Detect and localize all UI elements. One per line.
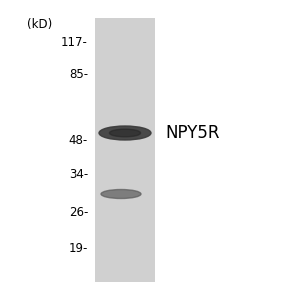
Text: 48-: 48- <box>69 134 88 146</box>
Ellipse shape <box>101 190 141 199</box>
Text: NPY5R: NPY5R <box>165 124 220 142</box>
Ellipse shape <box>99 126 151 140</box>
Text: 117-: 117- <box>61 35 88 49</box>
Text: 34-: 34- <box>69 169 88 182</box>
FancyBboxPatch shape <box>95 18 155 282</box>
Text: 19-: 19- <box>69 242 88 254</box>
Text: 85-: 85- <box>69 68 88 82</box>
Text: 26-: 26- <box>69 206 88 218</box>
Ellipse shape <box>110 129 141 137</box>
Text: (kD): (kD) <box>27 18 52 31</box>
